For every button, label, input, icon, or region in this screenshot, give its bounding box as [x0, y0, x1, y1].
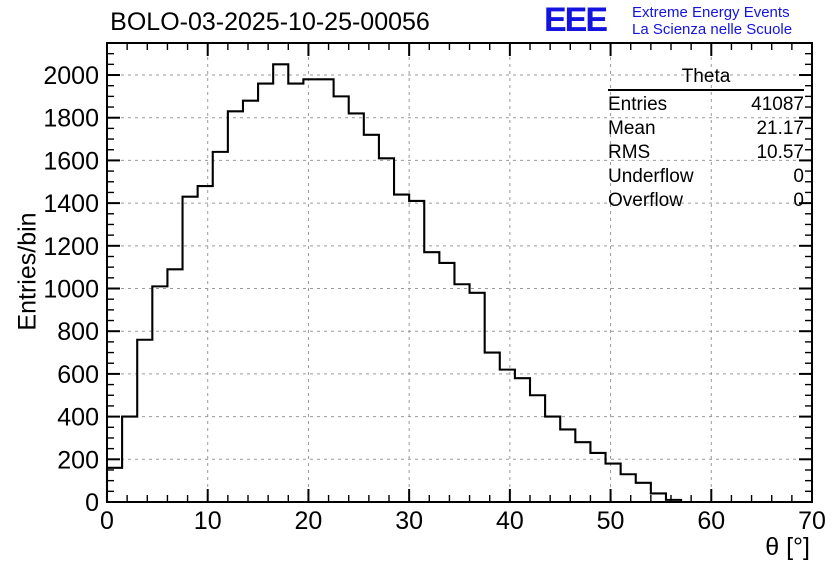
stats-row: Entries 41087 [608, 93, 804, 117]
y-tick-label: 1400 [43, 190, 99, 218]
y-tick-label: 1800 [43, 105, 99, 133]
x-tick-label: 50 [597, 507, 625, 535]
y-tick-label: 600 [57, 361, 99, 389]
stats-row: Overflow 0 [608, 189, 804, 213]
stats-row-label: Mean [608, 118, 656, 139]
axis-ticks [106, 42, 813, 503]
x-tick-label: 60 [697, 507, 725, 535]
x-tick-label: 0 [100, 507, 114, 535]
y-tick-label: 1200 [43, 233, 99, 261]
x-tick-label: 70 [798, 507, 826, 535]
stats-rows: Entries 41087 Mean 21.17 RMS 10.57 Underflow 0 O… [608, 93, 804, 213]
y-tick-label: 0 [85, 489, 99, 517]
eee-logo-line2: La Scienza nelle Scuole [632, 21, 793, 38]
x-tick-label: 40 [496, 507, 524, 535]
stats-row-value: 0 [793, 166, 804, 187]
stats-row-label: Entries [608, 94, 668, 115]
x-axis-label: θ [°] [765, 533, 810, 561]
stats-row-label: RMS [608, 142, 651, 163]
stats-row: Mean 21.17 [608, 117, 804, 141]
eee-logo-line1: Extreme Energy Events [632, 4, 790, 21]
stats-row-value: 41087 [751, 94, 804, 115]
x-tick-label: 20 [295, 507, 323, 535]
x-tick-label: 30 [395, 507, 423, 535]
y-tick-label: 200 [57, 446, 99, 474]
y-tick-label: 800 [57, 318, 99, 346]
gridlines [107, 43, 812, 502]
stats-row-label: Underflow [608, 166, 694, 187]
eee-logo: EEE Extreme Energy Events La Scienza nel… [536, 2, 836, 42]
stats-row-label: Overflow [608, 190, 683, 211]
eee-logo-mark: EEE [544, 1, 608, 39]
page-title: BOLO-03-2025-10-25-00056 [110, 8, 430, 36]
stats-row-value: 21.17 [756, 118, 804, 139]
stats-row: RMS 10.57 [608, 141, 804, 165]
axis-tick-labels: 0 10 20 30 40 50 60 70 0 200 400 600 800 1000 1200 1400… [43, 62, 826, 535]
x-tick-label: 10 [194, 507, 222, 535]
histogram-outline [105, 63, 802, 504]
stats-row-value: 0 [793, 190, 804, 211]
stats-title: Theta [681, 66, 731, 87]
stats-divider [608, 89, 804, 91]
axis-frame [106, 42, 813, 503]
y-tick-label: 1600 [43, 147, 99, 175]
y-tick-label: 2000 [43, 62, 99, 90]
stats-box: Theta Entries 41087 Mean 21.17 RMS 10.57 Under… [608, 66, 804, 213]
stats-row-value: 10.57 [756, 142, 804, 163]
stats-row: Underflow 0 [608, 165, 804, 189]
y-tick-label: 400 [57, 404, 99, 432]
y-tick-label: 1000 [43, 276, 99, 304]
